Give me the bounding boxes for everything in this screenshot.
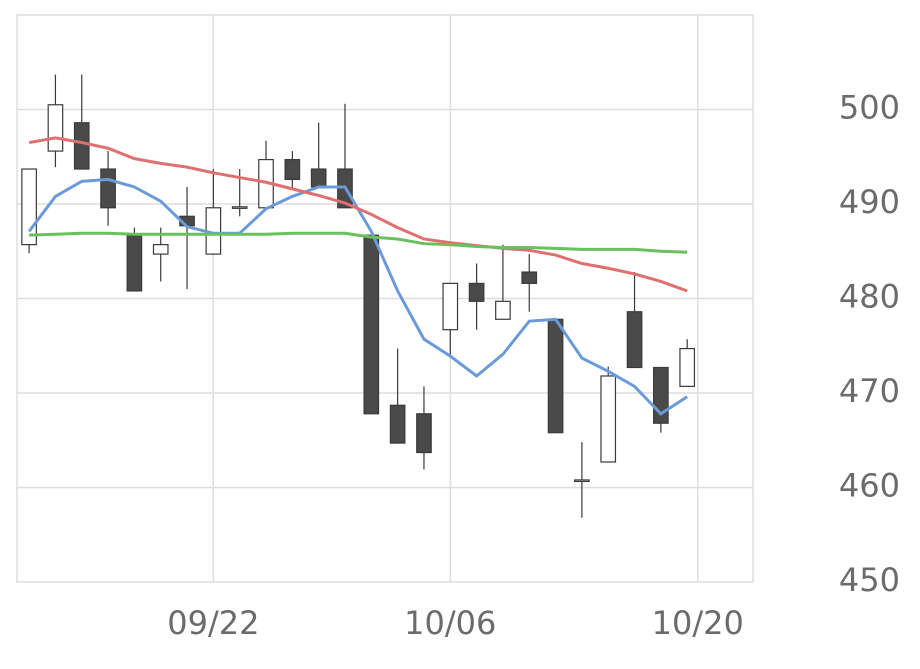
candle-body <box>21 168 37 246</box>
y-tick-label: 490 <box>839 183 900 221</box>
moving-average-line <box>28 136 688 293</box>
candle-body <box>47 104 64 152</box>
moving-average-line <box>29 231 688 254</box>
candle-body <box>626 311 643 369</box>
y-tick-label: 470 <box>839 372 900 410</box>
candle-body <box>495 300 511 320</box>
candle-body <box>284 158 301 181</box>
candle-body <box>310 168 327 188</box>
candle-body <box>73 122 90 170</box>
candle-body <box>442 282 459 331</box>
candle-body <box>363 234 380 415</box>
candle-body <box>574 479 590 483</box>
candle-body <box>389 404 406 444</box>
y-tick-label: 450 <box>839 561 900 599</box>
candle-body <box>416 413 432 454</box>
x-tick-label: 10/20 <box>652 604 744 642</box>
candle-body <box>468 282 485 302</box>
x-tick-label: 09/22 <box>167 604 259 642</box>
candle-body <box>100 168 116 209</box>
candle-body <box>547 318 564 434</box>
y-tick-label: 480 <box>839 278 900 316</box>
x-tick-label: 10/06 <box>404 604 496 642</box>
candle-body <box>521 271 538 284</box>
y-tick-label: 460 <box>839 467 900 505</box>
moving-average-line <box>27 177 689 416</box>
candle-body <box>679 347 696 387</box>
candle-body <box>126 234 143 292</box>
candle-body <box>600 375 617 463</box>
y-tick-label: 500 <box>839 89 900 127</box>
candle-body <box>152 244 169 255</box>
candle-body <box>231 206 248 209</box>
